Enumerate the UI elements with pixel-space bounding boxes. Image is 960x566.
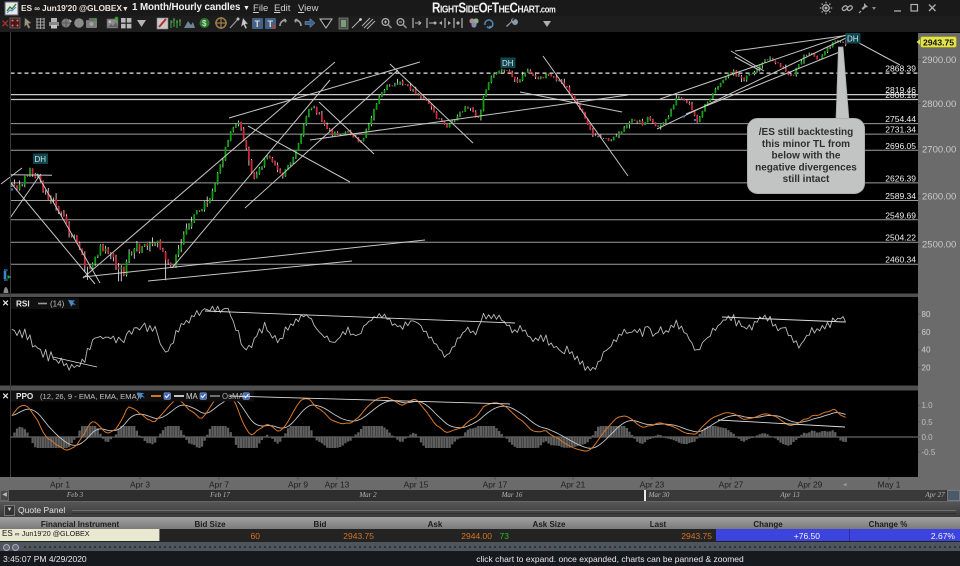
svg-text:RSI: RSI xyxy=(16,300,30,309)
svg-text:2696.05: 2696.05 xyxy=(885,141,916,151)
svg-text:still intact: still intact xyxy=(783,174,830,185)
svg-text:/ES still backtesting: /ES still backtesting xyxy=(759,127,853,138)
svg-text:below with the: below with the xyxy=(772,151,841,162)
svg-text:PPO: PPO xyxy=(16,392,34,401)
svg-text:DH: DH xyxy=(502,59,514,68)
svg-text:✕: ✕ xyxy=(1,19,9,30)
svg-text:RIGHTSIDEOFTHECHART.com: RIGHTSIDEOFTHECHART.com xyxy=(432,0,556,16)
svg-text:Apr 13: Apr 13 xyxy=(325,480,350,490)
svg-text:2731.34: 2731.34 xyxy=(885,125,916,135)
svg-text:(14): (14) xyxy=(50,300,65,309)
svg-text:T: T xyxy=(255,19,261,29)
svg-text:Apr 29: Apr 29 xyxy=(798,480,823,490)
svg-text:✕: ✕ xyxy=(2,391,9,401)
svg-text:2808.18: 2808.18 xyxy=(885,90,916,100)
svg-text:40: 40 xyxy=(922,346,931,355)
svg-text:2600.00: 2600.00 xyxy=(922,191,956,202)
svg-text:2943.75: 2943.75 xyxy=(923,37,954,47)
svg-text:80: 80 xyxy=(922,310,931,319)
svg-text:2700.00: 2700.00 xyxy=(922,144,956,155)
svg-text:Apr 27: Apr 27 xyxy=(719,480,744,490)
svg-text:Apr 1: Apr 1 xyxy=(50,480,70,490)
svg-text:2868.39: 2868.39 xyxy=(885,64,916,74)
svg-text:0.0: 0.0 xyxy=(922,433,934,442)
svg-text:MA: MA xyxy=(186,392,198,401)
svg-text:2800.00: 2800.00 xyxy=(922,99,956,110)
svg-text:2626.39: 2626.39 xyxy=(885,173,916,183)
svg-text:2500.00: 2500.00 xyxy=(922,239,956,250)
svg-text:80: 80 xyxy=(922,310,931,319)
svg-text:Apr 21: Apr 21 xyxy=(561,480,586,490)
svg-text:◂: ◂ xyxy=(843,482,847,489)
svg-text:DH: DH xyxy=(35,155,47,164)
svg-text:DH: DH xyxy=(847,34,859,43)
svg-text:Apr 3: Apr 3 xyxy=(130,480,150,490)
svg-text:Apr 15: Apr 15 xyxy=(404,480,429,490)
svg-text:2589.34: 2589.34 xyxy=(885,191,916,201)
svg-text:1.0: 1.0 xyxy=(922,401,934,410)
svg-text:negative divergences: negative divergences xyxy=(755,162,857,173)
svg-text:20: 20 xyxy=(922,363,931,372)
svg-text:Apr 17: Apr 17 xyxy=(483,480,508,490)
svg-text:this minor TL from: this minor TL from xyxy=(762,139,850,150)
svg-text:60: 60 xyxy=(922,328,931,337)
svg-text:Apr 7: Apr 7 xyxy=(209,480,229,490)
svg-text:2460.34: 2460.34 xyxy=(885,255,916,265)
svg-text:2754.44: 2754.44 xyxy=(885,114,916,124)
svg-text:2549.69: 2549.69 xyxy=(885,210,916,220)
svg-text:2819.46: 2819.46 xyxy=(885,85,916,95)
svg-text:✕: ✕ xyxy=(2,298,9,308)
svg-text:0.5: 0.5 xyxy=(922,418,934,427)
svg-text:60: 60 xyxy=(922,328,931,337)
svg-text:T: T xyxy=(268,19,274,29)
svg-text:Apr 9: Apr 9 xyxy=(288,480,308,490)
svg-text:-0.5: -0.5 xyxy=(922,448,936,457)
svg-text:May 1: May 1 xyxy=(878,480,901,490)
svg-text:$: $ xyxy=(202,19,207,28)
svg-text:20: 20 xyxy=(922,363,931,372)
svg-text:Apr 23: Apr 23 xyxy=(640,480,665,490)
svg-text:2504.22: 2504.22 xyxy=(885,233,916,243)
svg-text:(12, 26, 9 - EMA, EMA, EMA): (12, 26, 9 - EMA, EMA, EMA) xyxy=(40,392,140,401)
svg-text:40: 40 xyxy=(922,346,931,355)
svg-text:2900.00: 2900.00 xyxy=(922,55,956,66)
